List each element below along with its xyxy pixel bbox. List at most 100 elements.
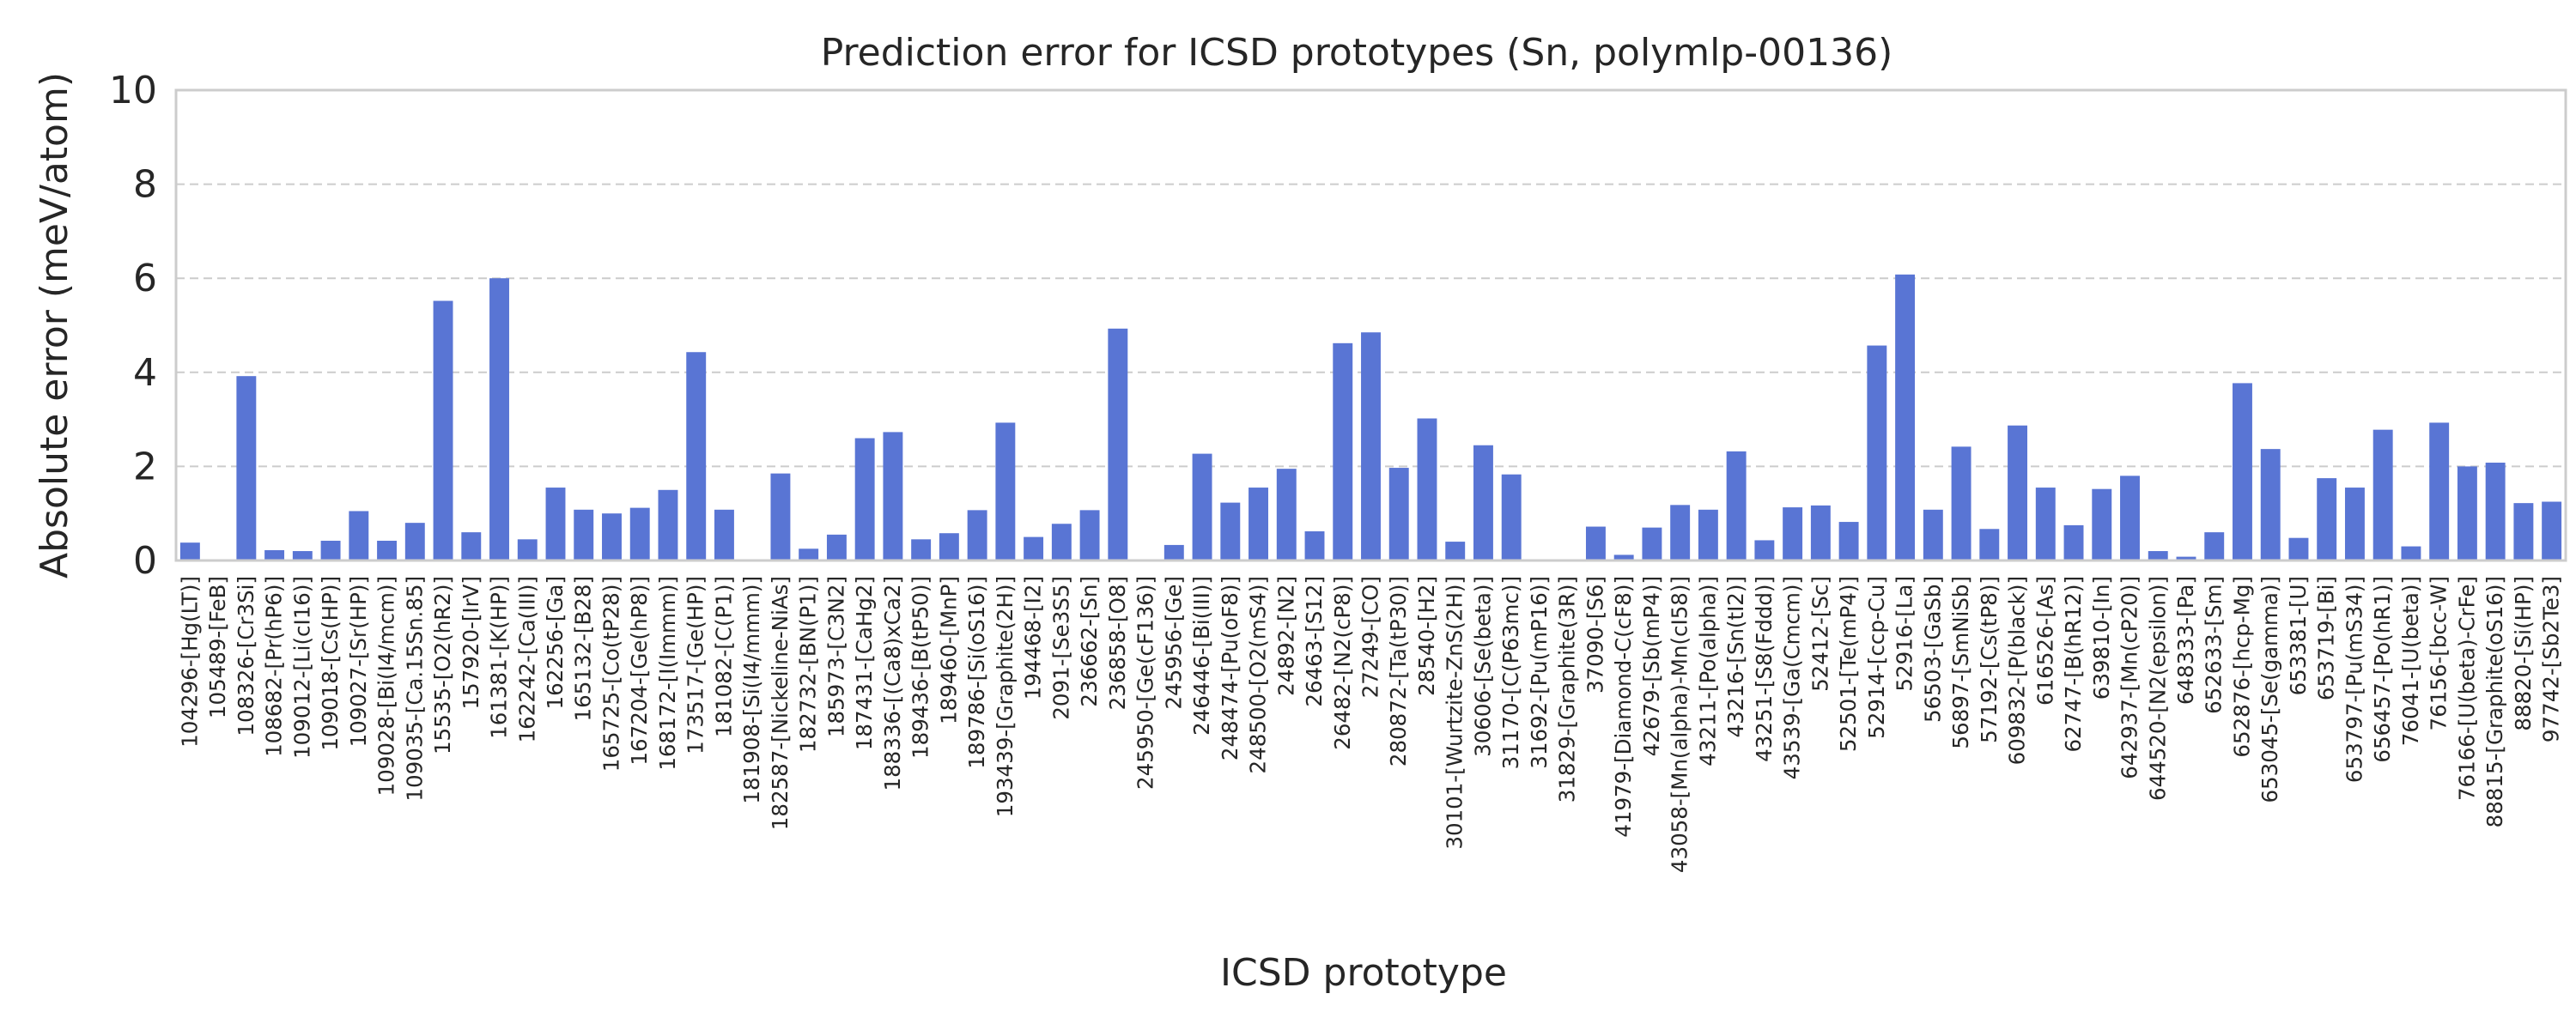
bar xyxy=(1867,345,1887,560)
x-tick-label: 41979-[Diamond-C(cF8)] xyxy=(1611,576,1636,838)
bar xyxy=(883,432,903,560)
bar xyxy=(2092,488,2112,560)
x-tick-label: 162256-[Ga] xyxy=(543,576,568,709)
x-tick-label: 31829-[Graphite(3R)] xyxy=(1555,576,1580,803)
bar xyxy=(1276,469,1297,560)
x-tick-label: 168172-[I(Immm)] xyxy=(655,576,680,771)
y-tick-label: 0 xyxy=(133,539,157,583)
bar xyxy=(1051,524,1072,560)
x-tick-label: 236858-[O8] xyxy=(1105,576,1130,710)
x-tick-label: 109012-[Li(cI16)] xyxy=(289,576,314,759)
x-tick-label: 97742-[Sb2Te3] xyxy=(2539,576,2564,742)
bar xyxy=(2176,556,2196,560)
bar xyxy=(2429,422,2450,560)
x-tick-label: 108682-[Pr(hP6)] xyxy=(262,576,287,757)
x-tick-label: 108326-[Cr3Si] xyxy=(234,576,258,736)
bar xyxy=(1473,445,1493,560)
x-tick-label: 62747-[B(hR12)] xyxy=(2061,576,2086,753)
x-tick-label: 653045-[Se(gamma)] xyxy=(2257,576,2282,803)
bar xyxy=(939,533,959,560)
bar xyxy=(320,540,341,560)
bar xyxy=(1810,505,1831,560)
x-tick-label: 43211-[Po(alpha)] xyxy=(1695,576,1720,766)
x-tick-label: 189436-[B(tP50)] xyxy=(908,576,933,759)
bar xyxy=(2063,524,2084,560)
x-axis-label: ICSD prototype xyxy=(1220,951,1507,995)
bar xyxy=(1642,527,1662,560)
x-tick-label: 193439-[Graphite(2H)] xyxy=(993,576,1018,817)
chart-title: Prediction error for ICSD prototypes (Sn… xyxy=(821,31,1893,75)
x-tick-label: 42679-[Sb(mP4)] xyxy=(1639,576,1664,756)
bar xyxy=(799,548,819,560)
bar xyxy=(1079,510,1100,560)
bar xyxy=(770,473,791,560)
x-tick-label: 27249-[CO] xyxy=(1358,576,1383,698)
x-tick-label: 188336-[(Ca8)xCa2] xyxy=(880,576,905,791)
bar xyxy=(967,510,987,560)
bar xyxy=(1783,507,1803,560)
x-tick-label: 185973-[C3N2] xyxy=(823,576,848,737)
bar xyxy=(1333,342,1353,560)
x-tick-label: 194468-[I2] xyxy=(1021,576,1046,700)
x-tick-label: 246446-[Bi(III)] xyxy=(1189,576,1214,736)
bar xyxy=(1445,542,1466,560)
bar xyxy=(2260,449,2281,560)
x-tick-label: 182732-[BN(P1)] xyxy=(796,576,821,753)
bar xyxy=(2542,501,2562,560)
bar xyxy=(2372,429,2393,560)
x-tick-label: 109028-[Bi(I4/mcm)] xyxy=(374,576,399,796)
bar xyxy=(404,523,425,560)
bar xyxy=(1754,540,1775,560)
bar xyxy=(489,278,509,560)
x-tick-label: 105489-[FeB] xyxy=(205,576,230,718)
bar xyxy=(1726,451,1747,560)
x-tick-label: 616526-[As] xyxy=(2032,576,2057,706)
bar xyxy=(2233,383,2252,560)
x-tick-label: 236662-[Sn] xyxy=(1077,576,1102,707)
x-tick-label: 28540-[H2] xyxy=(1414,576,1439,696)
bar xyxy=(714,509,734,560)
x-tick-label: 161381-[K(HP)] xyxy=(487,576,512,739)
x-tick-label: 165725-[Co(tP28)] xyxy=(598,576,623,772)
bar xyxy=(1361,332,1381,560)
y-tick-label: 10 xyxy=(109,69,157,112)
y-tick-label: 6 xyxy=(133,257,157,300)
x-tick-label: 248474-[Pu(oF8)] xyxy=(1218,576,1242,760)
x-tick-label: 56503-[GaSb] xyxy=(1920,576,1945,723)
x-tick-label: 76041-[U(beta)] xyxy=(2398,576,2423,746)
bar xyxy=(1698,509,1718,560)
bar xyxy=(1163,544,1184,560)
bar xyxy=(2120,476,2140,560)
x-tick-label: 182587-[Nickeline-NiAs] xyxy=(768,576,793,830)
bar xyxy=(2344,488,2365,560)
bar xyxy=(1613,554,1634,560)
bar xyxy=(574,509,594,560)
x-tick-label: 52914-[ccp-Cu] xyxy=(1864,576,1889,739)
x-tick-label: 642937-[Mn(cP20)] xyxy=(2117,576,2142,779)
y-axis-label: Absolute error (meV/atom) xyxy=(33,72,76,579)
bar xyxy=(1192,453,1212,560)
x-tick-label: 653381-[U] xyxy=(2286,576,2311,695)
bar xyxy=(2008,425,2028,560)
bar xyxy=(686,352,707,560)
x-tick-label: 88815-[Graphite(oS16)] xyxy=(2482,576,2507,827)
bar xyxy=(1951,446,1971,560)
bar xyxy=(854,438,875,560)
x-tick-labels: 104296-[Hg(LT)] 105489-[FeB] 108326-[Cr3Si… xyxy=(177,576,2563,873)
bar xyxy=(517,539,538,560)
x-tick-label: 189460-[MnP] xyxy=(936,576,961,724)
bar xyxy=(1220,502,1241,560)
x-tick-label: 43216-[Sn(tI2)] xyxy=(1723,576,1748,738)
x-tick-label: 181908-[Si(I4/mmm)] xyxy=(739,576,764,804)
bar xyxy=(2485,463,2506,560)
bar xyxy=(602,513,622,560)
x-tick-label: 245956-[Ge] xyxy=(1161,576,1186,710)
bar xyxy=(461,532,482,560)
x-tick-label: 245950-[Ge(cF136)] xyxy=(1133,576,1158,790)
x-tick-label: 656457-[Po(hR1)] xyxy=(2370,576,2395,763)
bar xyxy=(236,376,257,560)
x-tick-label: 162242-[Ca(III)] xyxy=(514,576,539,742)
bar xyxy=(2148,551,2168,560)
bar xyxy=(1923,509,1943,560)
x-tick-label: 43058-[Mn(alpha)-Mn(cI58)] xyxy=(1668,576,1692,873)
